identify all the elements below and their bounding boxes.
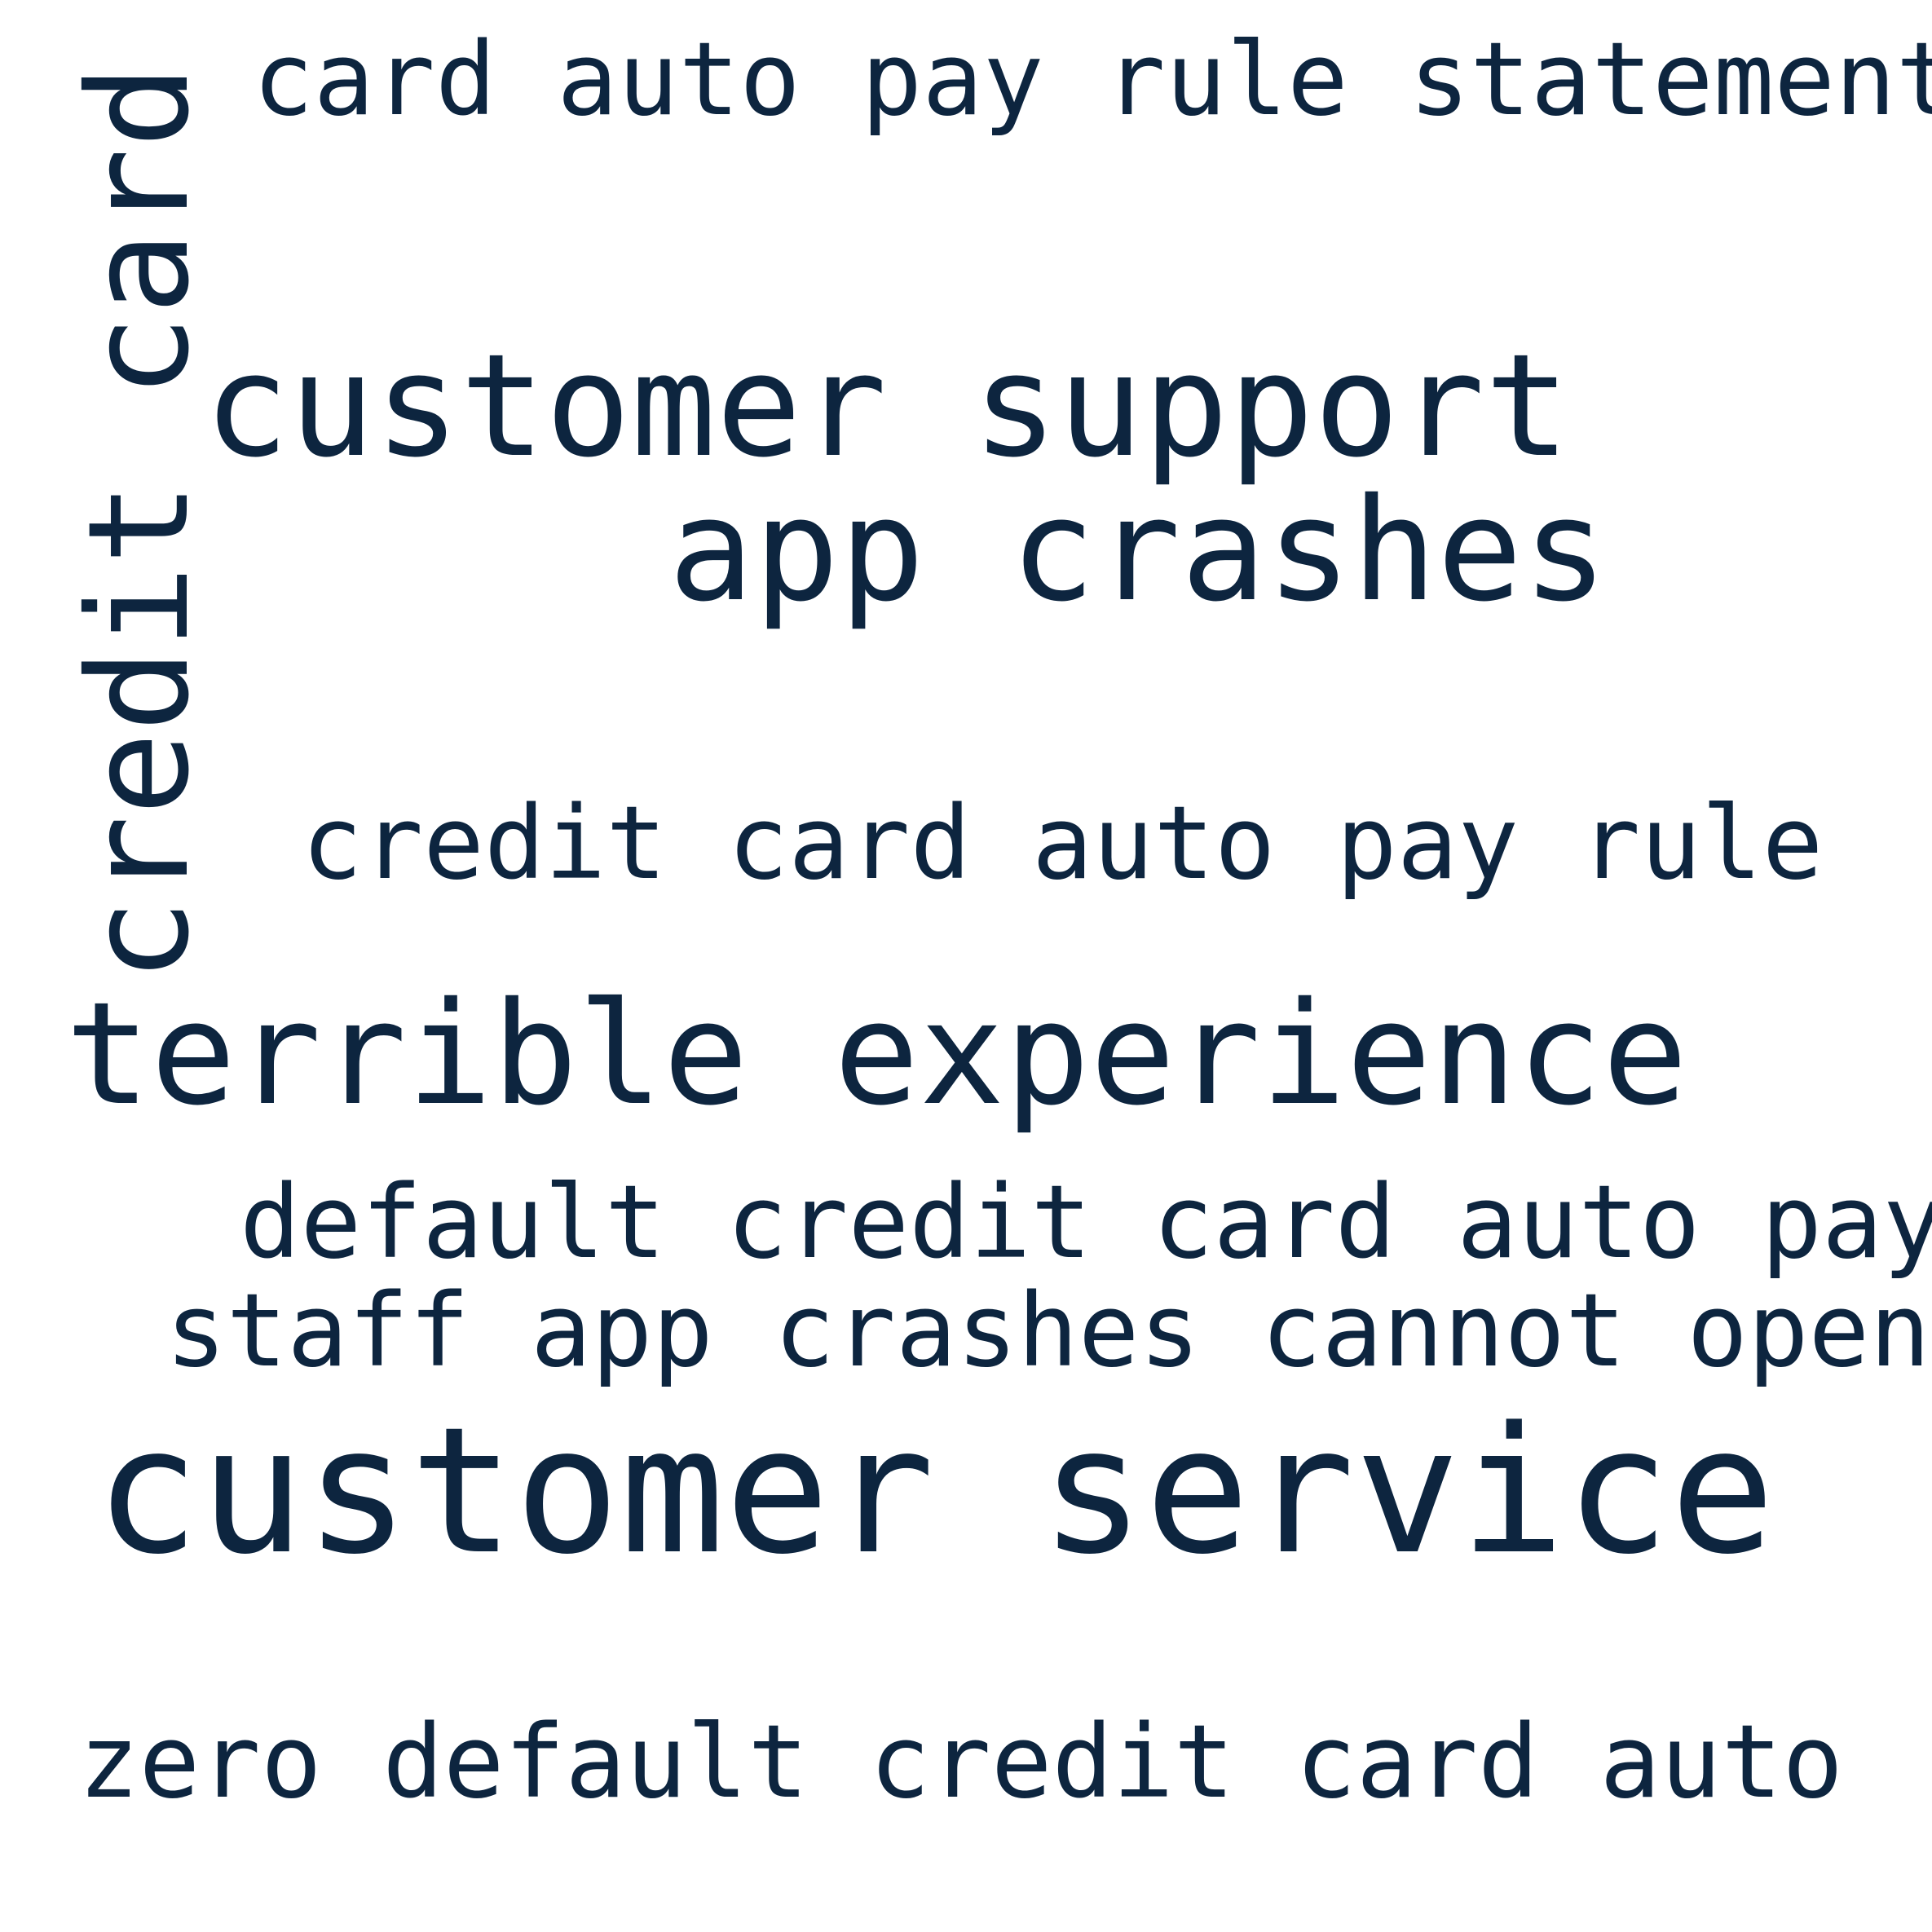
phrase-app-crashes: app crashes bbox=[668, 468, 1608, 633]
phrase-staff-app-crashes-cannot-open: staff app crashes cannot open bbox=[165, 1273, 1930, 1390]
phrase-credit-card: credit card bbox=[59, 64, 220, 982]
phrase-default-credit-card-auto-pay: default credit card auto pay bbox=[240, 1164, 1932, 1281]
phrase-zero-default-credit-card-auto: zero default credit card auto bbox=[78, 1704, 1843, 1821]
phrase-card-auto-pay-rule-statement: card auto pay rule statement bbox=[253, 21, 1932, 139]
phrase-credit-card-auto-pay-rule: credit card auto pay rule bbox=[302, 785, 1824, 902]
phrase-customer-service: customer service bbox=[95, 1390, 1775, 1593]
phrase-terrible-experience: terrible experience bbox=[65, 972, 1688, 1137]
phrase-customer-support: customer support bbox=[204, 324, 1571, 489]
